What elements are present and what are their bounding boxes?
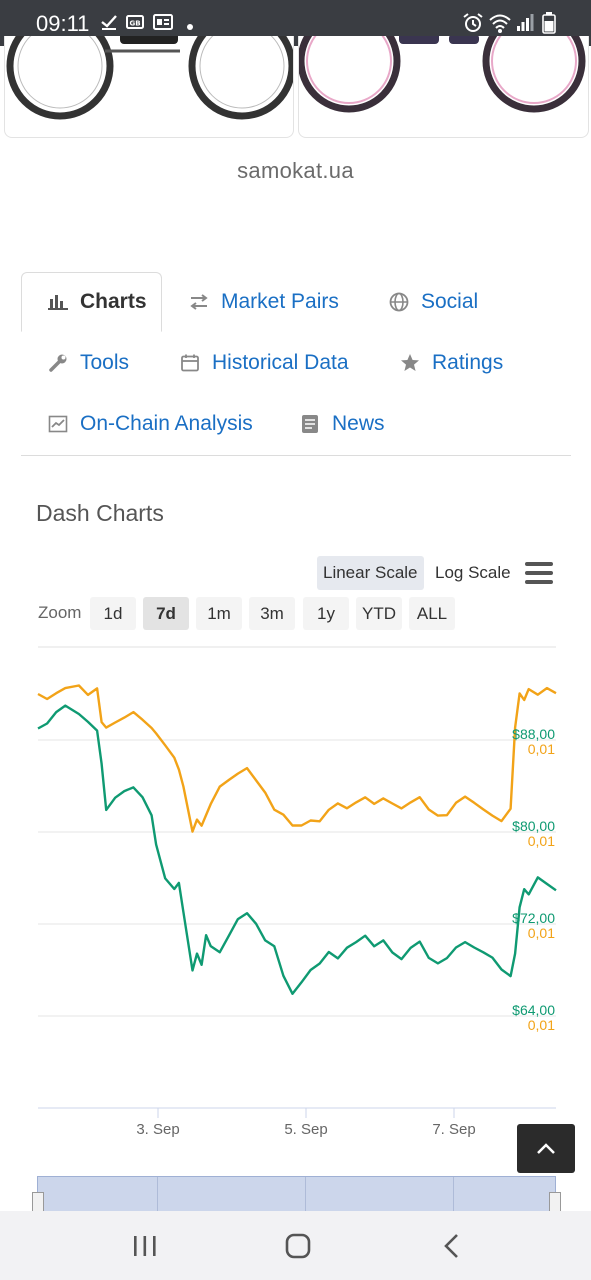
x-tick-label: 3. Sep <box>136 1121 179 1138</box>
tab-social[interactable]: Social <box>387 272 478 332</box>
navigator-divider <box>157 1177 158 1213</box>
zoom-7d-button[interactable]: 7d <box>143 597 189 630</box>
navigator-divider <box>305 1177 306 1213</box>
y-tick-label-usd: $88,00 <box>512 726 555 742</box>
tab-tools[interactable]: Tools <box>46 333 129 393</box>
y-tick-label-usd: $64,00 <box>512 1002 555 1018</box>
product-card[interactable] <box>298 36 589 138</box>
system-nav-bar <box>0 1211 591 1280</box>
bar-chart-icon <box>46 290 70 314</box>
tab-historical-data[interactable]: Historical Data <box>178 333 349 393</box>
zoom-ytd-button[interactable]: YTD <box>356 597 402 630</box>
dot-icon <box>186 18 194 36</box>
tab-label: Social <box>421 290 479 313</box>
zoom-1m-button[interactable]: 1m <box>196 597 242 630</box>
battery-icon <box>542 12 556 39</box>
product-source[interactable]: samokat.ua <box>237 158 354 183</box>
zoom-1y-button[interactable]: 1y <box>303 597 349 630</box>
wrench-icon <box>46 351 70 375</box>
product-carousel: samokat.ua <box>0 36 591 246</box>
bike-image <box>299 36 586 113</box>
download-done-icon <box>100 13 118 36</box>
y-tick-label-btc: 0,01 <box>528 741 555 757</box>
x-tick-label: 5. Sep <box>284 1121 327 1138</box>
chevron-up-icon <box>537 1142 555 1154</box>
globe-icon <box>387 290 411 314</box>
price-chart[interactable]: $64,000,01$72,000,01$80,000,01$88,000,01… <box>0 640 591 1150</box>
zoom-label: Zoom <box>38 603 82 622</box>
navigator-divider <box>453 1177 454 1213</box>
news-icon <box>153 13 173 36</box>
signal-icon <box>516 12 534 37</box>
tab-charts[interactable]: Charts <box>21 272 162 332</box>
y-tick-label-btc: 0,01 <box>528 925 555 941</box>
alarm-icon <box>462 12 484 39</box>
zoom-all-button[interactable]: ALL <box>409 597 455 630</box>
tab-label: Historical Data <box>212 351 349 374</box>
calendar-icon <box>178 351 202 375</box>
home-icon[interactable] <box>283 1233 313 1259</box>
tab-on-chain-analysis[interactable]: On-Chain Analysis <box>46 394 253 454</box>
gallery-icon: GB <box>126 13 144 36</box>
coin-tabs: Charts Market Pairs Social Tools Histori… <box>21 272 571 456</box>
back-icon[interactable] <box>437 1233 467 1259</box>
tab-label: Ratings <box>432 351 504 374</box>
zoom-1d-button[interactable]: 1d <box>90 597 136 630</box>
y-tick-label-usd: $80,00 <box>512 818 555 834</box>
star-icon <box>398 351 422 375</box>
tab-label: Charts <box>80 290 147 313</box>
chart-title: Dash Charts <box>36 500 164 526</box>
tab-news[interactable]: News <box>298 394 385 454</box>
zoom-3m-button[interactable]: 3m <box>249 597 295 630</box>
tab-label: On-Chain Analysis <box>80 412 253 435</box>
y-tick-label-btc: 0,01 <box>528 833 555 849</box>
tab-label: Market Pairs <box>221 290 339 313</box>
product-card[interactable] <box>4 36 294 138</box>
chart-navigator[interactable] <box>37 1176 556 1213</box>
scroll-to-top-button[interactable] <box>517 1124 575 1173</box>
swap-icon <box>187 290 211 314</box>
tab-label: Tools <box>80 351 130 374</box>
x-tick-label: 7. Sep <box>432 1121 475 1138</box>
svg-text:GB: GB <box>130 20 141 28</box>
series-line <box>37 684 557 833</box>
document-icon <box>298 412 322 436</box>
log-scale-button[interactable]: Log Scale <box>435 563 511 582</box>
line-chart-icon <box>46 412 70 436</box>
recent-apps-icon[interactable] <box>130 1233 160 1259</box>
tab-market-pairs[interactable]: Market Pairs <box>187 272 339 332</box>
linear-scale-button[interactable]: Linear Scale <box>317 556 424 590</box>
tab-label: News <box>332 412 385 435</box>
y-tick-label-btc: 0,01 <box>528 1017 555 1033</box>
tab-ratings[interactable]: Ratings <box>398 333 503 393</box>
chart-menu-icon[interactable] <box>525 562 553 584</box>
series-line <box>37 704 557 995</box>
status-time: 09:11 <box>36 11 90 36</box>
wifi-icon <box>488 12 512 39</box>
bike-image <box>6 36 293 120</box>
y-tick-label-usd: $72,00 <box>512 910 555 926</box>
